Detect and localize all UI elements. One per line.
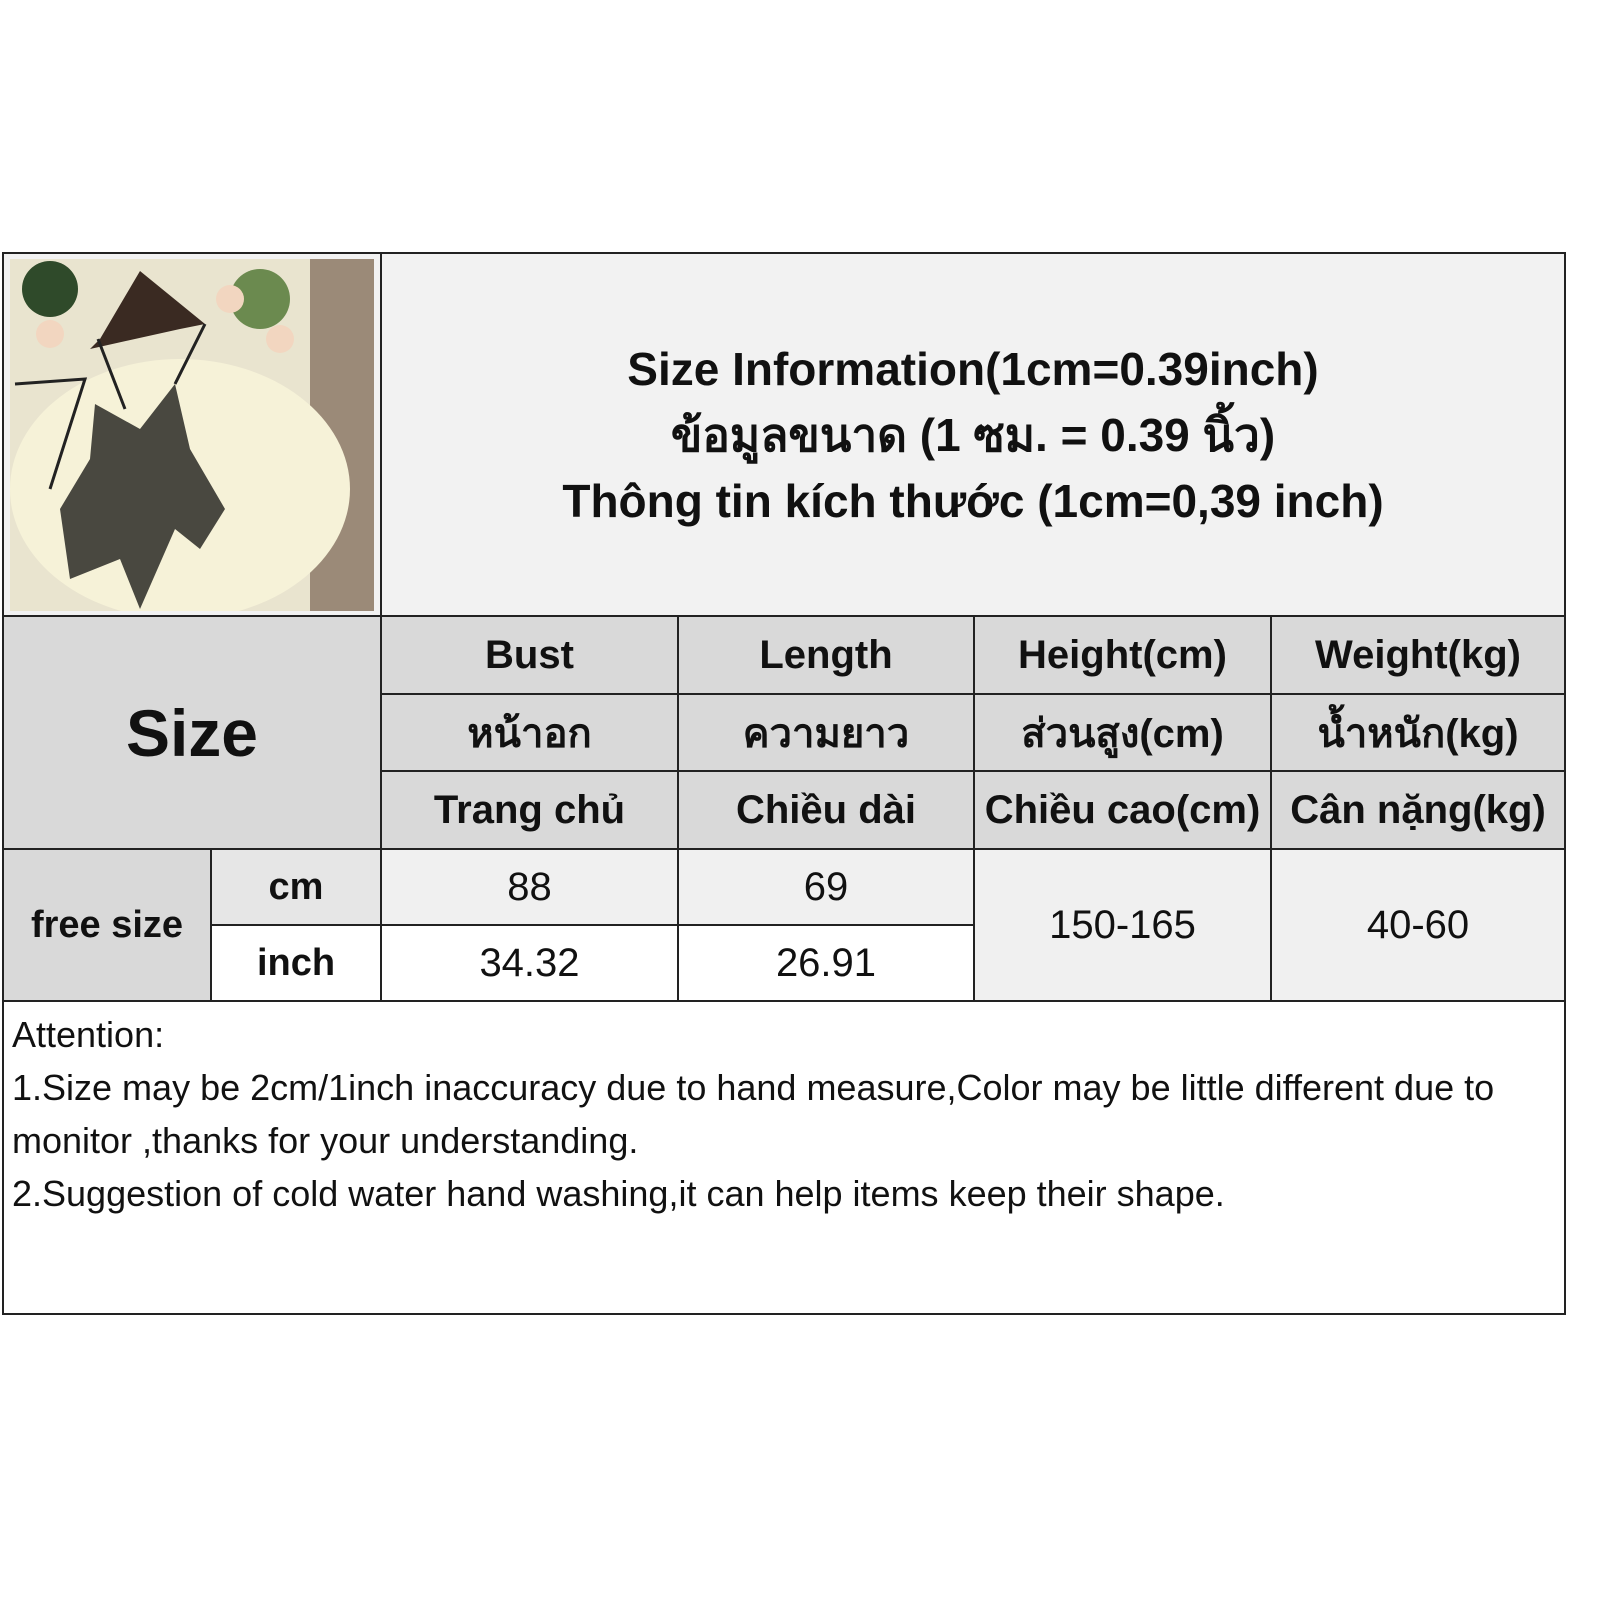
attention-line-1: 1.Size may be 2cm/1inch inaccuracy due t…	[12, 1067, 1495, 1161]
header-bust-en: Bust	[380, 615, 679, 695]
attention-heading: Attention:	[12, 1014, 165, 1055]
title-english: Size Information(1cm=0.39inch)	[627, 342, 1319, 395]
size-header: Size	[2, 615, 382, 850]
header-bust-vi: Trang chủ	[380, 770, 679, 850]
title-thai: ข้อมูลขนาด (1 ซม. = 0.39 นิ้ว)	[670, 408, 1276, 461]
length-inch-value: 26.91	[677, 924, 975, 1002]
unit-inch-label: inch	[210, 924, 382, 1002]
header-bust-th: หน้าอก	[380, 693, 679, 772]
unit-cm-label: cm	[210, 848, 382, 926]
header-height-vi: Chiều cao(cm)	[973, 770, 1272, 850]
header-weight-th: น้ำหนัก(kg)	[1270, 693, 1566, 772]
bust-inch-value: 34.32	[380, 924, 679, 1002]
length-cm-value: 69	[677, 848, 975, 926]
attention-line-2: 2.Suggestion of cold water hand washing,…	[12, 1173, 1225, 1214]
weight-value: 40-60	[1270, 848, 1566, 1002]
header-length-vi: Chiều dài	[677, 770, 975, 850]
attention-notes: Attention: 1.Size may be 2cm/1inch inacc…	[2, 1000, 1566, 1315]
height-value: 150-165	[973, 848, 1272, 1002]
size-information-title: Size Information(1cm=0.39inch) ข้อมูลขนา…	[380, 252, 1566, 617]
lingerie-photo-image	[10, 258, 374, 611]
title-vietnamese: Thông tin kích thước (1cm=0,39 inch)	[562, 474, 1384, 527]
header-weight-vi: Cân nặng(kg)	[1270, 770, 1566, 850]
product-photo	[2, 252, 382, 617]
bust-cm-value: 88	[380, 848, 679, 926]
header-height-th: ส่วนสูง(cm)	[973, 693, 1272, 772]
header-length-en: Length	[677, 615, 975, 695]
header-length-th: ความยาว	[677, 693, 975, 772]
header-height-en: Height(cm)	[973, 615, 1272, 695]
free-size-label: free size	[2, 848, 212, 1002]
header-weight-en: Weight(kg)	[1270, 615, 1566, 695]
